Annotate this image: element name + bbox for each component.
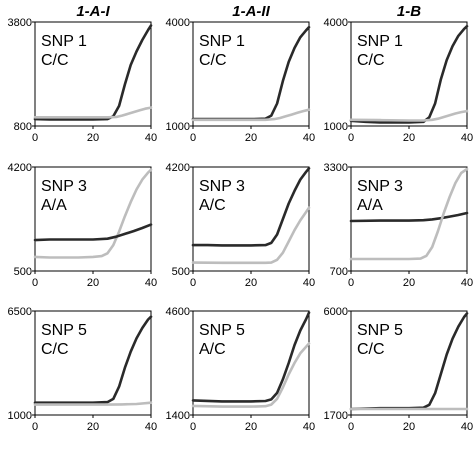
x-tick-label: 0 xyxy=(32,132,38,144)
panel-1-3: 1000 4000 0 20 40 SNP 1 C/C xyxy=(324,17,474,144)
x-tick-label: 0 xyxy=(32,421,38,433)
x-tick-label: 40 xyxy=(303,277,315,289)
y-tick-label: 1000 xyxy=(324,121,348,133)
panel-genotype-label: A/A xyxy=(357,197,383,214)
column-title-3: 1-B xyxy=(397,3,421,20)
y-tick-label: 1700 xyxy=(324,410,348,422)
series-line-2 xyxy=(191,342,311,408)
x-tick-label: 0 xyxy=(348,277,354,289)
panel-snp-label: SNP 3 xyxy=(357,178,403,195)
series-line-2 xyxy=(349,167,469,261)
series-line-1 xyxy=(191,167,311,247)
y-tick-label: 4000 xyxy=(324,17,348,29)
y-tick-label: 700 xyxy=(330,266,348,278)
panel-genotype-label: C/C xyxy=(199,52,227,69)
x-tick-label: 40 xyxy=(461,132,473,144)
panel-1-1: 800 3800 0 20 40 SNP 1 C/C xyxy=(8,17,158,144)
panel-2-3: 700 3300 0 20 40 SNP 3 A/A xyxy=(324,162,474,289)
panel-2-1: 500 4200 0 20 40 SNP 3 A/A xyxy=(8,162,158,289)
panel-snp-label: SNP 5 xyxy=(357,322,403,339)
x-tick-label: 40 xyxy=(303,421,315,433)
panel-2-2: 500 4200 0 20 40 SNP 3 A/C xyxy=(166,162,316,289)
x-tick-label: 20 xyxy=(87,132,99,144)
panel-3-2: 1400 4600 0 20 40 SNP 5 A/C xyxy=(166,306,316,433)
x-tick-label: 40 xyxy=(461,421,473,433)
x-tick-label: 40 xyxy=(145,132,157,144)
x-tick-label: 20 xyxy=(87,277,99,289)
x-tick-label: 40 xyxy=(461,277,473,289)
series-line-1 xyxy=(191,311,311,403)
panel-snp-label: SNP 1 xyxy=(357,33,403,50)
x-tick-label: 20 xyxy=(403,277,415,289)
panel-genotype-label: C/C xyxy=(357,341,385,358)
x-tick-label: 0 xyxy=(190,421,196,433)
y-tick-label: 4200 xyxy=(8,162,32,174)
y-tick-label: 4200 xyxy=(166,162,190,174)
x-tick-label: 0 xyxy=(348,132,354,144)
panel-genotype-label: C/C xyxy=(41,341,69,358)
y-tick-label: 800 xyxy=(14,121,32,133)
panel-genotype-label: A/A xyxy=(41,197,67,214)
y-tick-label: 1000 xyxy=(166,121,190,133)
x-tick-label: 40 xyxy=(145,277,157,289)
x-tick-label: 20 xyxy=(245,132,257,144)
x-tick-label: 0 xyxy=(32,277,38,289)
x-tick-label: 40 xyxy=(145,421,157,433)
y-tick-label: 3800 xyxy=(8,17,32,29)
y-tick-label: 1000 xyxy=(8,410,32,422)
x-tick-label: 20 xyxy=(87,421,99,433)
x-tick-label: 20 xyxy=(403,421,415,433)
series-line-1 xyxy=(33,168,153,259)
series-line-1 xyxy=(33,315,153,405)
panel-genotype-label: C/C xyxy=(357,52,385,69)
y-tick-label: 500 xyxy=(14,266,32,278)
series-line-1 xyxy=(349,24,469,124)
panel-3-1: 1000 6500 0 20 40 SNP 5 C/C xyxy=(8,306,158,433)
x-tick-label: 20 xyxy=(245,421,257,433)
x-tick-label: 0 xyxy=(190,132,196,144)
x-tick-label: 0 xyxy=(348,421,354,433)
panel-snp-label: SNP 3 xyxy=(199,178,245,195)
y-tick-label: 1400 xyxy=(166,410,190,422)
series-line-1 xyxy=(349,211,469,223)
y-tick-label: 6500 xyxy=(8,306,32,318)
series-line-2 xyxy=(191,206,311,265)
x-tick-label: 20 xyxy=(403,132,415,144)
series-line-2 xyxy=(33,223,153,242)
series-line-2 xyxy=(191,108,311,122)
series-line-2 xyxy=(33,106,153,119)
panel-genotype-label: A/C xyxy=(199,341,226,358)
series-line-1 xyxy=(33,24,153,121)
column-title-2: 1-A-II xyxy=(232,3,270,20)
y-tick-label: 6000 xyxy=(324,306,348,318)
panel-snp-label: SNP 1 xyxy=(199,33,245,50)
panel-genotype-label: C/C xyxy=(41,52,69,69)
panel-snp-label: SNP 1 xyxy=(41,33,87,50)
y-tick-label: 3300 xyxy=(324,162,348,174)
series-line-2 xyxy=(33,401,153,406)
x-tick-label: 0 xyxy=(190,277,196,289)
column-title-1: 1-A-I xyxy=(76,3,110,20)
x-tick-label: 40 xyxy=(303,132,315,144)
y-tick-label: 500 xyxy=(172,266,190,278)
y-tick-label: 4600 xyxy=(166,306,190,318)
panel-genotype-label: A/C xyxy=(199,197,226,214)
panel-snp-label: SNP 5 xyxy=(199,322,245,339)
panel-snp-label: SNP 5 xyxy=(41,322,87,339)
x-tick-label: 20 xyxy=(245,277,257,289)
panel-3-3: 1700 6000 0 20 40 SNP 5 C/C xyxy=(324,306,474,433)
panel-1-2: 1000 4000 0 20 40 SNP 1 C/C xyxy=(166,17,316,144)
panel-snp-label: SNP 3 xyxy=(41,178,87,195)
series-line-2 xyxy=(349,109,469,122)
y-tick-label: 4000 xyxy=(166,17,190,29)
